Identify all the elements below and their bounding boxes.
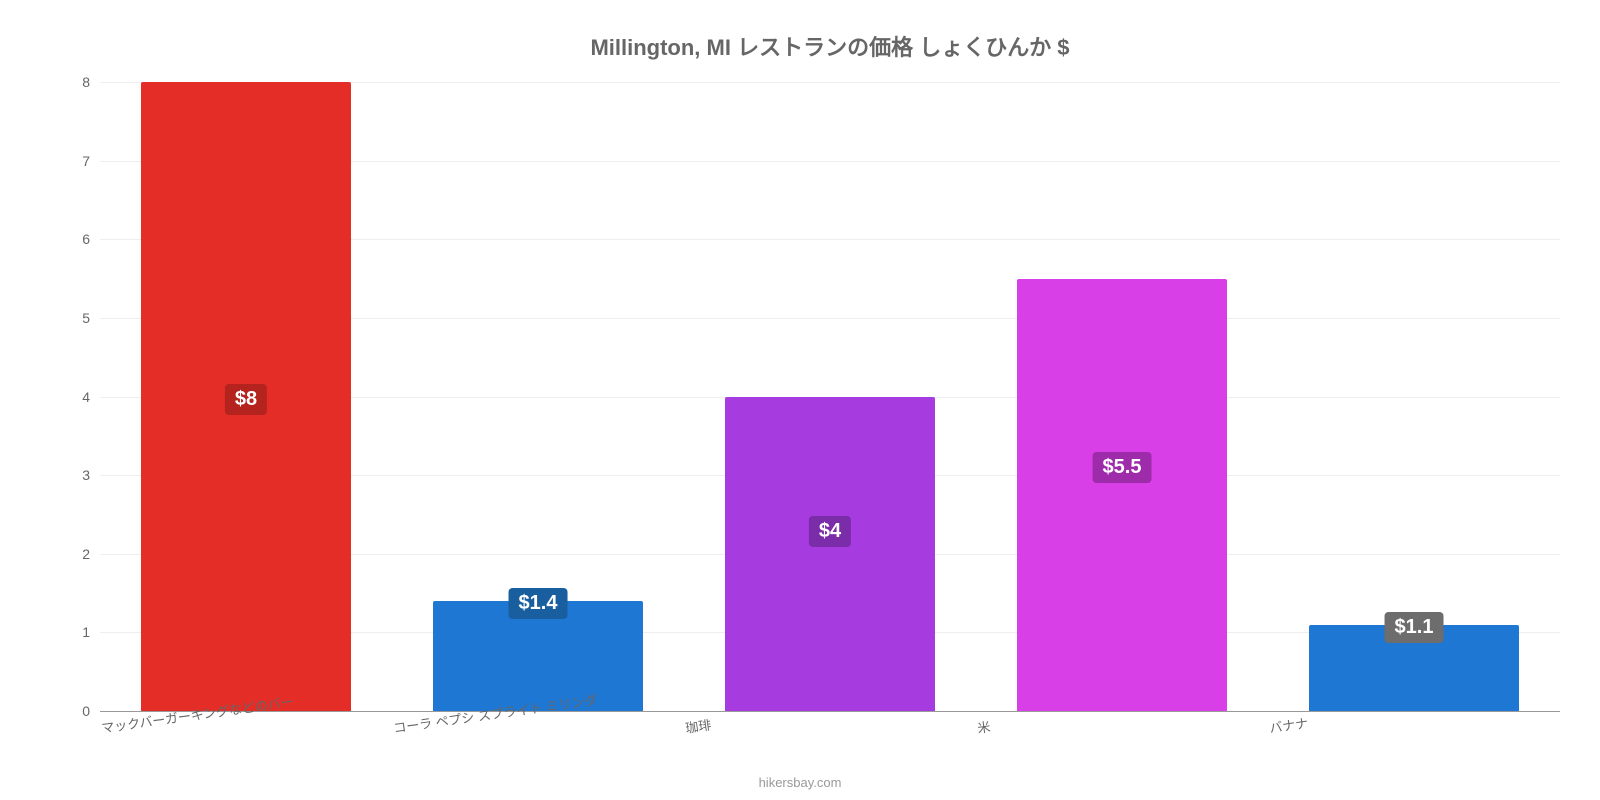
y-tick-label: 4 <box>60 389 90 405</box>
bar: $1.1 <box>1309 625 1519 711</box>
y-tick-label: 5 <box>60 310 90 326</box>
y-tick-label: 8 <box>60 74 90 90</box>
value-badge: $8 <box>225 384 267 415</box>
bar: $5.5 <box>1017 279 1227 711</box>
x-label-slot: バナナ <box>1268 718 1560 758</box>
bars-group: $8 $1.4 $4 $5.5 $1.1 <box>100 82 1560 711</box>
value-badge: $5.5 <box>1093 452 1152 483</box>
bar: $8 <box>141 82 351 711</box>
bar-slot: $4 <box>684 82 976 711</box>
x-label-slot: 米 <box>976 718 1268 758</box>
bar: $4 <box>725 397 935 712</box>
plot-area: $8$1.4$4$5.5$1.1 012345678 <box>100 82 1560 712</box>
y-tick-label: 2 <box>60 546 90 562</box>
y-tick-label: 0 <box>60 703 90 719</box>
y-tick-label: 6 <box>60 231 90 247</box>
y-tick-label: 1 <box>60 624 90 640</box>
x-axis-labels: マックバーガーキングなどのバーコーラ ペプシ スプライト ミリンダ珈琲米 バナナ <box>100 718 1560 758</box>
y-tick-label: 7 <box>60 153 90 169</box>
value-badge: $4 <box>809 516 851 547</box>
bar-slot: $1.1 <box>1268 82 1560 711</box>
chart-title: Millington, MI レストランの価格 しょくひんか $ <box>100 20 1560 82</box>
value-badge: $1.4 <box>509 588 568 619</box>
bar: $1.4 <box>433 601 643 711</box>
source-label: hikersbay.com <box>759 775 842 790</box>
value-badge: $1.1 <box>1385 612 1444 643</box>
bar-slot: $5.5 <box>976 82 1268 711</box>
x-tick-label: 珈琲 <box>684 714 712 736</box>
x-label-slot: マックバーガーキングなどのバー <box>100 718 392 758</box>
chart-container: Millington, MI レストランの価格 しょくひんか $ $8$1.4$… <box>0 0 1600 800</box>
bar-slot: $8 <box>100 82 392 711</box>
bar-slot: $1.4 <box>392 82 684 711</box>
x-tick-label: バナナ <box>1268 713 1309 737</box>
x-label-slot: 珈琲 <box>684 718 976 758</box>
x-label-slot: コーラ ペプシ スプライト ミリンダ <box>392 718 684 758</box>
y-tick-label: 3 <box>60 467 90 483</box>
x-tick-label: 米 <box>976 716 992 737</box>
